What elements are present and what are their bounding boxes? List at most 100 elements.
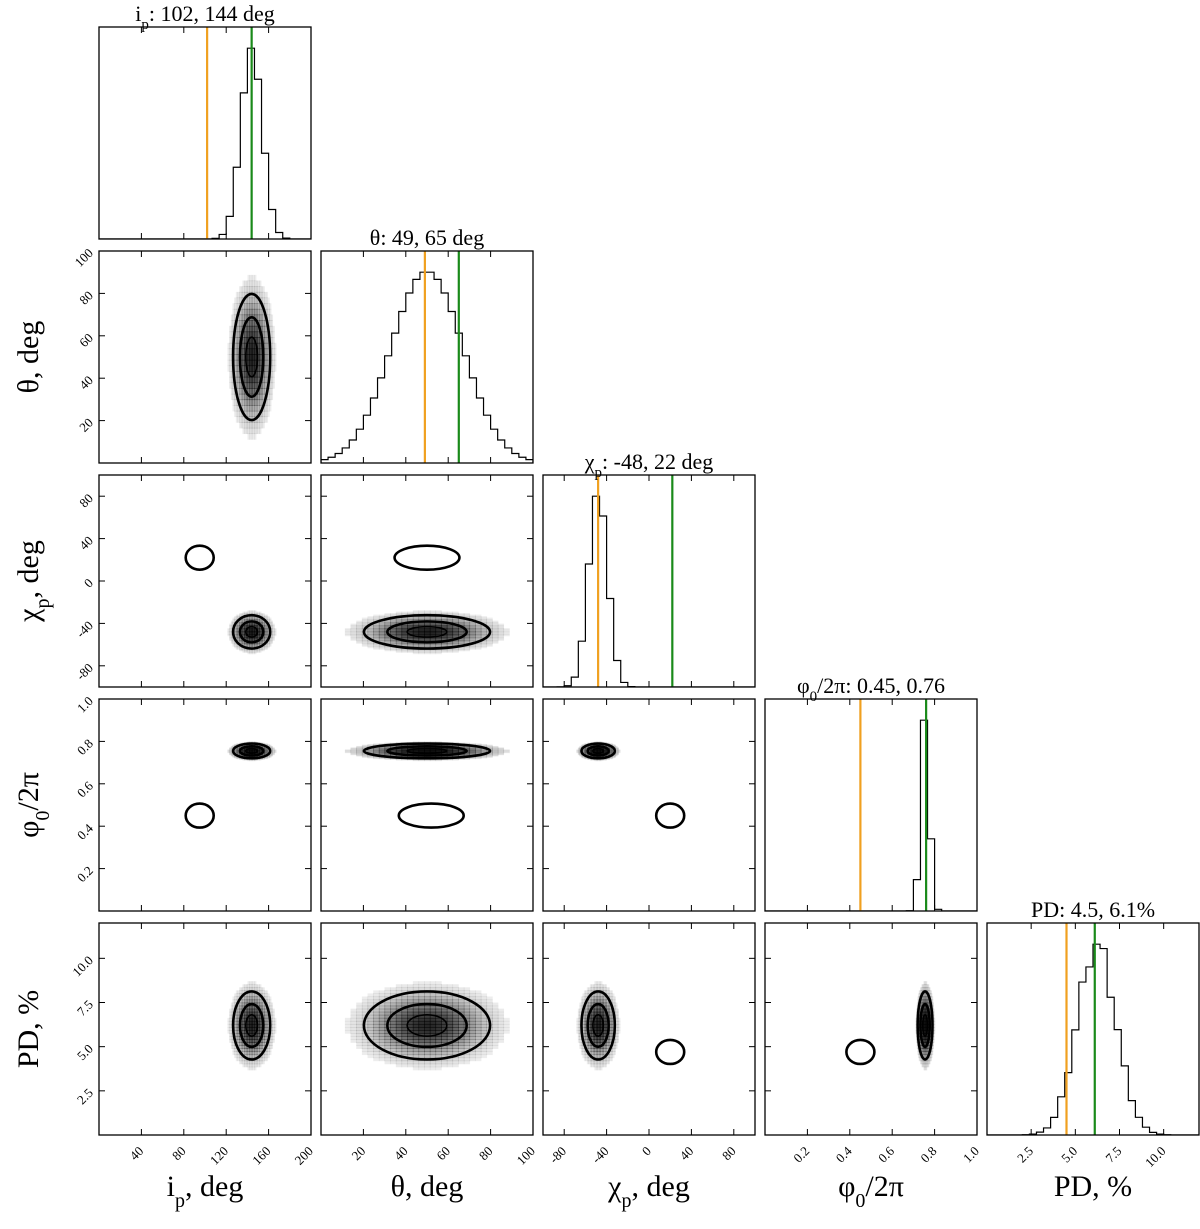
panel-frame <box>542 922 756 1136</box>
panel-frame <box>986 922 1200 1136</box>
contour-panel-phi-pd <box>764 922 978 1136</box>
contour-level-2 <box>586 744 610 757</box>
histogram-panel-pd <box>986 922 1200 1136</box>
y-tick-label: 5.0 <box>74 1041 96 1063</box>
contour-panel-ip-pd <box>98 922 312 1136</box>
histogram-panel-chi <box>542 474 756 688</box>
x-tick-label: 2.5 <box>1014 1143 1036 1165</box>
x-tick-label: 100 <box>514 1143 538 1167</box>
contour-level-1 <box>592 747 605 755</box>
x-tick-label: 10.0 <box>1142 1143 1169 1170</box>
secondary-mode-contour <box>184 802 215 829</box>
secondary-mode-contour <box>397 802 465 829</box>
secondary-mode-contour <box>845 1038 876 1066</box>
x-tick-label: 80 <box>719 1143 739 1163</box>
y-tick-label: 80 <box>76 491 96 511</box>
histogram-ip <box>99 47 311 239</box>
y-tick-label: 0.2 <box>74 863 96 885</box>
x-tick-label: 200 <box>292 1143 316 1167</box>
contour-level-1 <box>245 336 259 378</box>
panel-title-ip: ip: 102, 144 deg <box>135 1 275 33</box>
contour-level-3 <box>362 742 492 760</box>
secondary-mode-contour <box>393 544 461 571</box>
histogram-phi <box>765 719 977 911</box>
contour-level-2 <box>238 1002 265 1049</box>
contour-level-3 <box>362 990 492 1061</box>
contour-level-2 <box>386 1002 468 1049</box>
y-tick-label: 7.5 <box>74 997 96 1019</box>
contour-panel-ip-phi <box>98 698 312 912</box>
panel-frame <box>98 698 312 912</box>
contour-panel-theta-chi <box>320 474 534 688</box>
x-tick-label: 0.6 <box>875 1143 897 1165</box>
contour-level-2 <box>238 620 265 644</box>
x-tick-label: 80 <box>476 1143 496 1163</box>
y-tick-label: 0.6 <box>74 778 96 800</box>
contour-level-2 <box>238 744 265 757</box>
contour-level-3 <box>580 742 617 760</box>
contour-level-2 <box>386 744 468 757</box>
panel-frame <box>98 26 312 240</box>
panel-title-chi: χp: -48, 22 deg <box>584 449 713 481</box>
contour-level-1 <box>245 1013 259 1037</box>
contour-level-1 <box>245 747 259 755</box>
y-tick-label: 20 <box>76 415 96 435</box>
secondary-mode-contour <box>654 1038 686 1066</box>
contour-panel-ip-theta <box>98 250 312 464</box>
y-axis-label-phi: φ0/2π <box>12 772 54 838</box>
x-axis-label-chi: χp, deg <box>607 1170 690 1212</box>
contour-level-3 <box>916 990 934 1061</box>
contour-level-3 <box>580 990 617 1061</box>
y-tick-label: 10.0 <box>69 953 96 980</box>
panel-title-pd: PD: 4.5, 6.1% <box>1031 897 1155 922</box>
contour-panel-theta-phi <box>320 698 534 912</box>
histogram-theta <box>321 271 533 463</box>
histogram-pd <box>987 943 1199 1135</box>
y-tick-label: 0 <box>81 575 96 590</box>
x-tick-label: 80 <box>169 1143 189 1163</box>
contour-level-1 <box>406 747 448 755</box>
y-tick-label: 80 <box>76 288 96 308</box>
x-axis-label-phi: φ0/2π <box>838 1170 904 1212</box>
panel-frame <box>542 474 756 688</box>
x-tick-label: 0.2 <box>790 1143 812 1165</box>
y-tick-label: 0.4 <box>74 820 96 842</box>
y-axis-label-pd: PD, % <box>12 990 45 1068</box>
y-tick-label: 40 <box>76 533 96 553</box>
contour-level-1 <box>406 625 448 638</box>
contour-panel-theta-pd <box>320 922 534 1136</box>
histogram-panel-theta <box>320 250 534 464</box>
y-axis-label-theta: θ, deg <box>12 321 45 394</box>
y-tick-label: 40 <box>76 373 96 393</box>
panel-frame <box>764 698 978 912</box>
x-tick-label: 160 <box>249 1143 273 1167</box>
contour-level-1 <box>592 1013 605 1037</box>
panel-frame <box>764 922 978 1136</box>
contour-level-3 <box>231 742 272 760</box>
contour-level-3 <box>362 613 492 650</box>
x-tick-label: 0.4 <box>833 1143 855 1165</box>
histogram-panel-phi <box>764 698 978 912</box>
secondary-mode-contour <box>184 544 215 571</box>
y-tick-label: 60 <box>76 330 96 350</box>
x-tick-label: 7.5 <box>1102 1143 1124 1165</box>
x-tick-label: 40 <box>677 1143 697 1163</box>
x-tick-label: 0 <box>639 1143 654 1158</box>
panel-frame <box>98 922 312 1136</box>
contour-panel-chi-pd <box>542 922 756 1136</box>
panel-frame <box>320 474 534 688</box>
y-tick-label: -40 <box>73 618 96 641</box>
panel-frame <box>320 922 534 1136</box>
panel-frame <box>98 474 312 688</box>
panel-frame <box>320 250 534 464</box>
contour-level-2 <box>386 620 468 644</box>
x-tick-label: 5.0 <box>1058 1143 1080 1165</box>
x-tick-label: 40 <box>127 1143 147 1163</box>
contour-panel-ip-chi <box>98 474 312 688</box>
contour-panel-chi-phi <box>542 698 756 912</box>
contour-level-2 <box>238 316 265 398</box>
x-tick-label: 1.0 <box>960 1143 982 1165</box>
y-tick-label: 0.8 <box>74 736 96 758</box>
x-axis-label-theta: θ, deg <box>391 1170 464 1203</box>
